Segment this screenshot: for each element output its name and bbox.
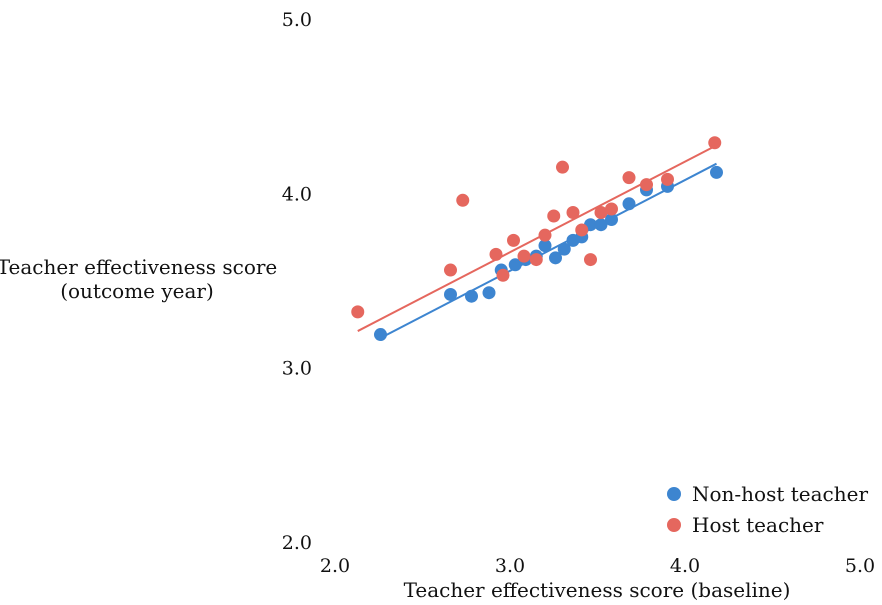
data-point-host (496, 268, 510, 282)
data-point-host (556, 160, 569, 174)
data-point-host (708, 136, 722, 150)
data-point-host (661, 172, 674, 186)
x-tick-labels: 2.0 3.0 4.0 5.0 (320, 555, 875, 577)
x-axis-label: Teacher effectiveness score (baseline) (404, 578, 791, 602)
data-point-host (605, 202, 618, 216)
x-tick-label: 2.0 (320, 555, 350, 577)
data-point-non-host (444, 287, 457, 301)
x-tick-label: 3.0 (495, 555, 525, 577)
y-tick-label: 5.0 (282, 9, 312, 31)
data-point-non-host (465, 289, 478, 303)
y-tick-label: 2.0 (282, 532, 312, 554)
data-point-host (489, 247, 503, 261)
data-point-host (594, 206, 608, 220)
data-point-non-host (710, 165, 723, 179)
data-point-non-host (557, 242, 571, 256)
data-point-non-host (482, 286, 496, 300)
data-point-host (640, 178, 653, 192)
x-tick-label: 5.0 (845, 555, 875, 577)
data-point-non-host (622, 197, 636, 211)
legend-label-host: Host teacher (692, 513, 824, 537)
data-point-non-host (549, 251, 562, 265)
trend-line-host (357, 145, 716, 332)
legend: Non-host teacher Host teacher (667, 482, 868, 537)
data-point-non-host (374, 328, 387, 342)
data-point-host (507, 233, 520, 247)
legend-marker-non-host (667, 487, 681, 501)
legend-marker-host (667, 518, 681, 532)
data-point-non-host (594, 218, 608, 232)
y-tick-label: 3.0 (282, 358, 312, 380)
data-point-host (575, 223, 589, 237)
data-point-non-host (508, 258, 522, 272)
data-point-host (566, 206, 580, 220)
x-tick-label: 4.0 (670, 555, 700, 577)
legend-label-non-host: Non-host teacher (692, 482, 868, 506)
data-point-host (456, 193, 470, 207)
data-point-host (351, 305, 365, 319)
y-tick-label: 4.0 (282, 183, 312, 205)
data-point-host (584, 253, 597, 267)
y-axis-label-line-1: Teacher effectiveness score (0, 255, 277, 279)
data-point-host (538, 228, 552, 242)
data-point-host (444, 263, 457, 277)
data-point-host (517, 249, 531, 263)
y-tick-labels: 2.0 3.0 4.0 5.0 (282, 9, 312, 554)
data-point-non-host (538, 239, 552, 253)
data-point-host (547, 209, 561, 223)
plot-area (351, 136, 723, 342)
y-axis-label-line-2: (outcome year) (60, 279, 214, 303)
data-point-host (622, 171, 636, 185)
data-point-non-host (605, 212, 618, 226)
data-point-host (529, 253, 543, 267)
